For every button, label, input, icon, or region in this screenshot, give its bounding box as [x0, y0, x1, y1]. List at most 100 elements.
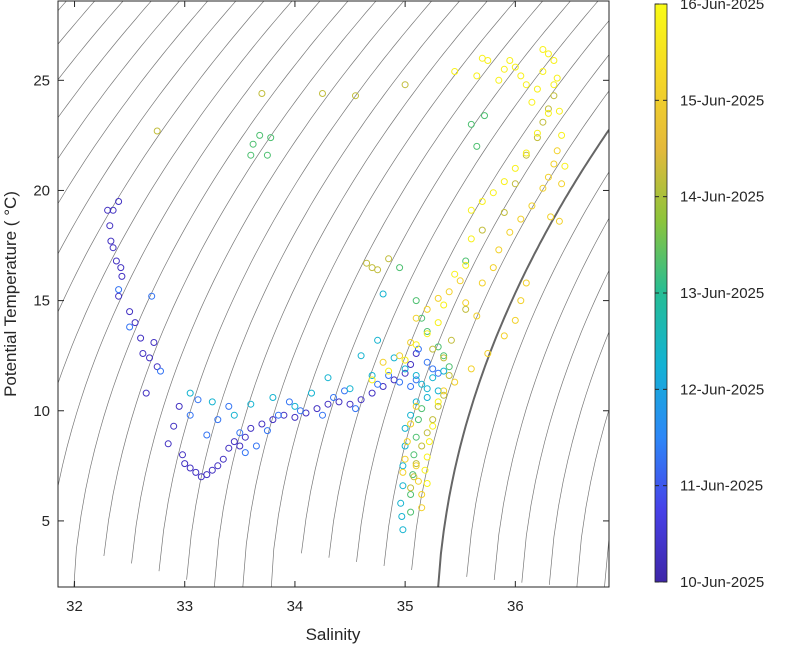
data-point	[208, 398, 216, 406]
isopycnal-line	[58, 1, 67, 11]
data-point	[263, 427, 271, 435]
data-point	[522, 151, 530, 159]
data-point	[357, 396, 365, 404]
data-point	[418, 491, 426, 498]
data-point	[478, 198, 486, 205]
data-point	[478, 279, 486, 287]
data-point	[385, 367, 393, 375]
data-point	[555, 217, 563, 225]
data-point	[561, 162, 569, 170]
colorbar-label: 13-Jun-2025	[680, 285, 764, 302]
colorbar-label: 14-Jun-2025	[680, 189, 764, 206]
data-point	[550, 57, 558, 64]
data-point	[500, 65, 508, 73]
data-points	[104, 46, 569, 534]
data-point	[148, 292, 156, 300]
isopycnal-line	[58, 1, 152, 118]
data-point	[558, 180, 566, 188]
data-point	[511, 316, 519, 324]
x-tick-label: 35	[397, 598, 414, 615]
data-point	[117, 264, 125, 272]
isopycnal-line	[242, 1, 516, 587]
data-point	[112, 257, 120, 265]
data-point	[533, 129, 541, 137]
x-tick-label: 32	[66, 598, 83, 615]
data-point	[401, 369, 409, 377]
data-point	[153, 127, 161, 135]
data-point	[412, 402, 420, 410]
data-point	[269, 394, 277, 401]
data-point	[186, 389, 194, 397]
isopycnal-line	[58, 1, 124, 80]
data-point	[539, 118, 547, 126]
data-point	[346, 385, 354, 393]
data-point	[308, 389, 315, 397]
data-point	[555, 107, 563, 115]
isopycnal-line	[58, 1, 237, 254]
colorbar-label: 15-Jun-2025	[680, 92, 764, 109]
data-point	[418, 504, 426, 512]
data-point	[440, 354, 448, 362]
data-point	[550, 160, 558, 168]
data-point	[401, 424, 409, 432]
isopycnal-line	[58, 1, 293, 384]
x-axis-label: Salinity	[306, 625, 361, 644]
data-point	[517, 297, 525, 305]
data-point	[368, 389, 376, 397]
data-point	[522, 81, 530, 89]
data-point	[412, 460, 420, 468]
data-point	[397, 499, 405, 507]
data-point	[186, 464, 194, 472]
isopycnal-line	[58, 1, 209, 204]
data-point	[429, 422, 437, 430]
data-point	[500, 209, 508, 216]
data-point	[418, 380, 426, 388]
data-point	[313, 405, 321, 413]
data-point	[429, 374, 437, 382]
data-point	[267, 134, 275, 142]
data-point	[412, 398, 420, 406]
data-point	[506, 57, 514, 64]
data-point	[403, 438, 411, 446]
data-point	[398, 513, 406, 520]
data-point	[179, 451, 186, 459]
data-point	[401, 81, 409, 89]
colorbar-label: 10-Jun-2025	[680, 574, 764, 591]
data-point	[423, 385, 431, 393]
data-point	[462, 261, 470, 269]
data-point	[445, 363, 453, 371]
data-point	[440, 352, 448, 360]
data-point	[252, 442, 260, 450]
data-point	[296, 407, 304, 415]
data-point	[445, 288, 453, 296]
isopycnal-line	[301, 1, 571, 554]
data-point	[440, 391, 448, 399]
data-point	[335, 398, 343, 406]
data-point	[107, 237, 115, 245]
y-axis-label: Potential Temperature ( °C)	[1, 191, 20, 397]
data-point	[489, 264, 497, 272]
data-point	[352, 92, 359, 100]
data-point	[214, 416, 222, 424]
data-point	[414, 416, 422, 424]
data-point	[109, 244, 117, 252]
data-point	[544, 109, 552, 117]
data-point	[544, 105, 552, 113]
isopycnal-line	[576, 409, 609, 587]
data-point	[522, 279, 530, 287]
data-point	[407, 361, 415, 368]
data-point	[203, 431, 211, 439]
data-point	[522, 149, 530, 157]
data-point	[506, 228, 514, 236]
data-point	[553, 74, 561, 82]
data-point	[401, 455, 409, 463]
data-point	[544, 50, 552, 58]
data-point	[352, 405, 359, 413]
isopycnal-line	[73, 1, 349, 587]
data-point	[396, 378, 404, 386]
colorbar-label: 11-Jun-2025	[680, 478, 763, 495]
data-point	[425, 438, 433, 446]
data-point	[241, 433, 249, 441]
data-point	[126, 323, 134, 331]
